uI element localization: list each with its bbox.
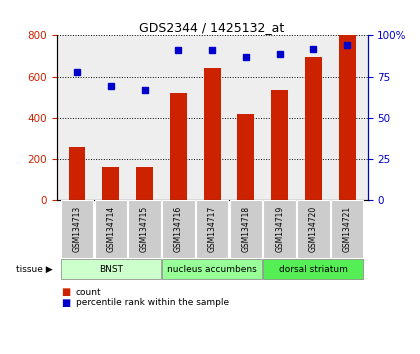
- Bar: [331, 200, 363, 258]
- Bar: [102, 167, 119, 200]
- Bar: [61, 259, 161, 279]
- Text: nucleus accumbens: nucleus accumbens: [167, 264, 257, 274]
- Text: GSM134717: GSM134717: [207, 206, 217, 252]
- Bar: [263, 259, 363, 279]
- Text: GSM134715: GSM134715: [140, 206, 149, 252]
- Bar: [305, 57, 322, 200]
- Bar: [263, 200, 296, 258]
- Text: GSM134721: GSM134721: [343, 206, 352, 252]
- Bar: [162, 200, 194, 258]
- Bar: [162, 259, 262, 279]
- Text: BNST: BNST: [99, 264, 123, 274]
- Text: GSM134716: GSM134716: [174, 206, 183, 252]
- Text: dorsal striatum: dorsal striatum: [279, 264, 348, 274]
- Text: ■: ■: [61, 287, 70, 297]
- Text: tissue ▶: tissue ▶: [16, 264, 52, 274]
- Text: count: count: [76, 287, 101, 297]
- Bar: [237, 114, 255, 200]
- Bar: [339, 35, 356, 200]
- Bar: [204, 68, 220, 200]
- Bar: [61, 200, 93, 258]
- Bar: [129, 200, 161, 258]
- Bar: [297, 200, 330, 258]
- Text: GSM134720: GSM134720: [309, 206, 318, 252]
- Bar: [68, 147, 85, 200]
- Text: ■: ■: [61, 298, 70, 308]
- Bar: [196, 200, 228, 258]
- Bar: [94, 200, 127, 258]
- Text: percentile rank within the sample: percentile rank within the sample: [76, 298, 229, 307]
- Text: GSM134719: GSM134719: [275, 206, 284, 252]
- Text: GSM134718: GSM134718: [241, 206, 250, 252]
- Text: GSM134714: GSM134714: [106, 206, 115, 252]
- Bar: [170, 93, 187, 200]
- Bar: [230, 200, 262, 258]
- Text: GSM134713: GSM134713: [73, 206, 81, 252]
- Bar: [271, 90, 288, 200]
- Bar: [136, 167, 153, 200]
- Title: GDS2344 / 1425132_at: GDS2344 / 1425132_at: [139, 21, 285, 34]
